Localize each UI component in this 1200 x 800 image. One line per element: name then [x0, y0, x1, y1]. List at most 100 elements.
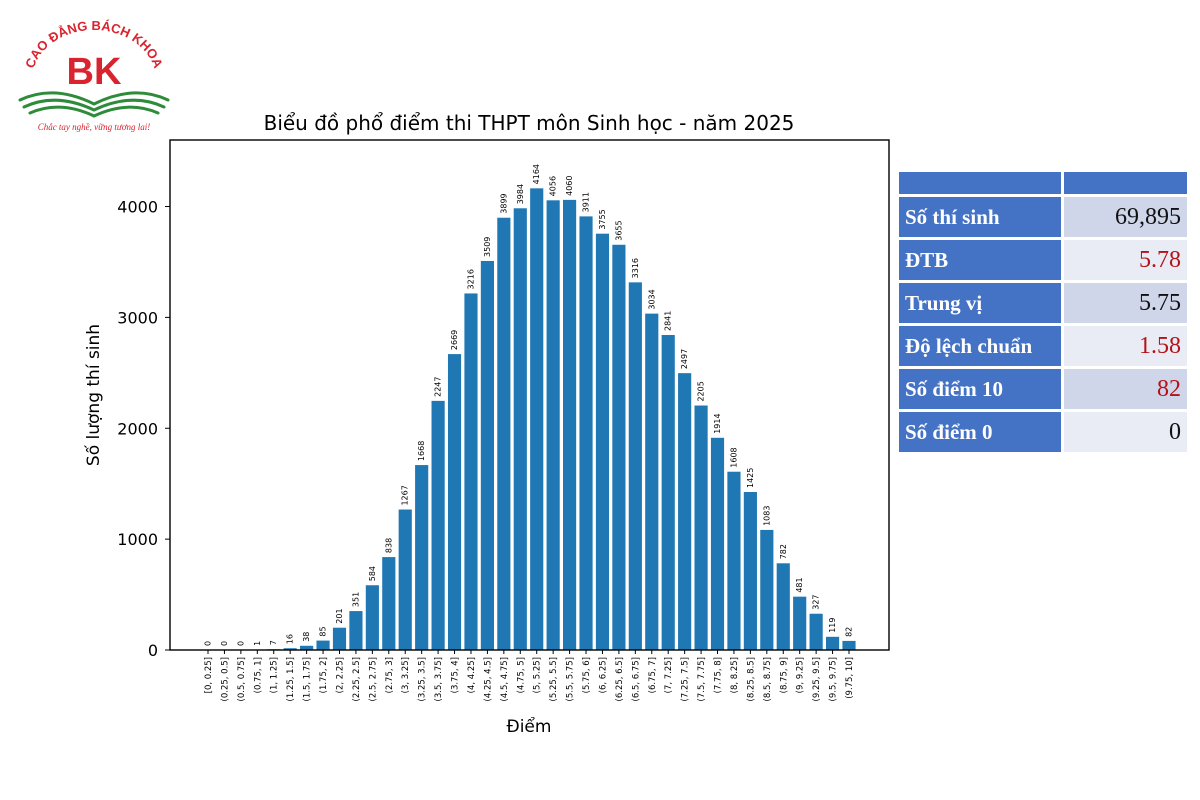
bar [661, 335, 675, 650]
bar [398, 509, 412, 650]
bar [743, 492, 757, 650]
x-tick-label: (5.25, 5.5] [549, 657, 559, 701]
stat-label: Độ lệch chuẩn [899, 326, 1064, 369]
bar-value-label: 82 [845, 627, 854, 637]
bar-value-label: 3984 [516, 184, 525, 204]
y-tick-label: 0 [148, 641, 158, 660]
bar [431, 400, 445, 650]
bar-value-label: 3655 [614, 220, 623, 240]
bar-value-label: 0 [204, 641, 213, 646]
x-tick-label: (7.5, 7.75] [697, 657, 707, 701]
x-tick-label: (8.25, 8.5] [746, 657, 756, 701]
stat-value: 1.58 [1064, 326, 1187, 369]
y-tick-label: 3000 [117, 308, 158, 327]
bar-value-label: 3509 [483, 237, 492, 257]
bar [760, 529, 774, 650]
bar [349, 611, 363, 650]
bar-value-label: 119 [828, 618, 837, 633]
bar-value-label: 0 [236, 641, 245, 646]
stat-value: 5.75 [1064, 283, 1187, 326]
x-tick-label: (8.75, 9] [779, 657, 789, 693]
bar-value-label: 2497 [680, 349, 689, 369]
bar [612, 244, 626, 651]
bar-value-label: 3911 [582, 192, 591, 212]
x-tick-label: (4.5, 4.75] [500, 657, 510, 701]
bar-value-label: 351 [351, 592, 360, 607]
x-tick-label: (2.25, 2.5] [352, 657, 362, 701]
x-tick-label: (6.5, 6.75] [631, 657, 641, 701]
bar-value-label: 3899 [499, 193, 508, 213]
bar-value-label: 4164 [532, 164, 541, 184]
x-tick-label: (9.75, 10] [845, 657, 855, 699]
bar [382, 557, 396, 650]
stat-row-std-dev: Độ lệch chuẩn 1.58 [899, 326, 1187, 369]
x-tick-label: (0.25, 0.5] [220, 657, 230, 701]
bar [776, 563, 790, 650]
bar-value-label: 838 [384, 538, 393, 553]
x-tick-label: (7.75, 8] [714, 657, 724, 693]
bar-value-label: 0 [220, 641, 229, 646]
bar [710, 437, 725, 650]
x-tick-label: (3.25, 3.5] [418, 657, 428, 701]
x-tick-label: (4.25, 4.5] [483, 657, 493, 701]
x-tick-label: (9.5, 9.75] [829, 657, 839, 701]
bar [809, 613, 823, 650]
bar [793, 596, 807, 650]
header-cell [899, 172, 1064, 197]
bar-value-label: 85 [319, 626, 328, 636]
stat-label: ĐTB [899, 240, 1064, 283]
y-tick-label: 1000 [117, 530, 158, 549]
logo-slogan: Chắc tay nghề, vững tương lai! [38, 122, 151, 132]
bar [563, 199, 577, 650]
bar-value-label: 3316 [631, 258, 640, 278]
x-tick-label: (1, 1.25] [270, 657, 280, 693]
x-tick-label: (8.5, 8.75] [763, 657, 773, 701]
x-tick-label: (9, 9.25] [796, 657, 806, 693]
x-tick-label: (6.75, 7] [648, 657, 658, 693]
x-axis-label: Điểm [507, 716, 552, 737]
stat-value: 5.78 [1064, 240, 1187, 283]
x-tick-label: (1.5, 1.75] [303, 657, 313, 701]
stat-value: 0 [1064, 412, 1187, 455]
bar-value-label: 481 [795, 577, 804, 592]
stat-value: 69,895 [1064, 197, 1187, 240]
x-tick-label: (2, 2.25] [335, 657, 345, 693]
bar-value-label: 1 [253, 641, 262, 646]
stat-label: Số điểm 0 [899, 412, 1064, 455]
bar-value-label: 4056 [549, 176, 558, 196]
bar [300, 645, 314, 650]
x-tick-label: (6.25, 6.5] [615, 657, 625, 701]
bar [513, 208, 527, 650]
plot-area-frame [169, 139, 890, 651]
x-tick-label: (5, 5.25] [533, 657, 543, 693]
stat-label: Trung vị [899, 283, 1064, 326]
bar-value-label: 3216 [466, 269, 475, 289]
book-icon [18, 91, 170, 118]
stat-row-average: ĐTB 5.78 [899, 240, 1187, 283]
bar [332, 627, 347, 650]
bar [645, 313, 659, 650]
statistics-header-row [899, 172, 1187, 197]
y-axis-label: Số lượng thí sinh [83, 324, 104, 466]
bar-value-label: 2669 [450, 330, 459, 350]
bar [595, 233, 610, 650]
x-tick-label: (7, 7.25] [664, 657, 674, 693]
bar [497, 217, 511, 651]
bar [628, 282, 642, 650]
bar-value-label: 1608 [729, 447, 738, 467]
x-tick-label: [0, 0.25] [204, 657, 214, 693]
logo-bk-letters: BK [67, 51, 122, 93]
x-tick-label: (4.75, 5] [516, 657, 526, 693]
bar [694, 405, 708, 650]
bar-value-label: 38 [302, 632, 311, 642]
stat-row-score-10: Số điểm 10 82 [899, 369, 1187, 412]
stat-row-median: Trung vị 5.75 [899, 283, 1187, 326]
bar [678, 373, 692, 650]
x-tick-label: (1.75, 2] [319, 657, 329, 693]
bar-value-label: 327 [812, 594, 821, 609]
bar-value-label: 2205 [697, 381, 706, 401]
stat-row-candidates: Số thí sinh 69,895 [899, 197, 1187, 240]
bar-value-label: 2841 [664, 311, 673, 331]
x-tick-label: (2.5, 2.75] [368, 657, 378, 701]
bar [447, 354, 462, 650]
